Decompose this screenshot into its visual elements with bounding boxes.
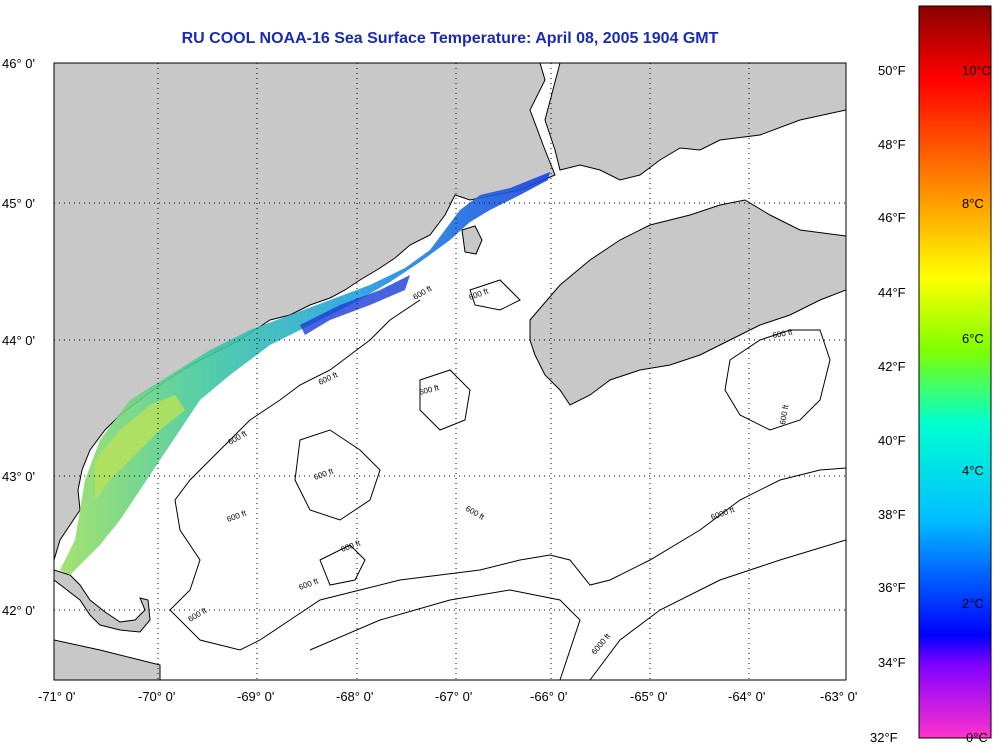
- colorbar-f-label: 44°F: [878, 285, 906, 300]
- lat-label: 43° 0': [2, 469, 35, 484]
- map-title: RU COOL NOAA-16 Sea Surface Temperature:…: [181, 30, 719, 47]
- colorbar-f-label: 38°F: [878, 507, 906, 522]
- sst-cold-patch: [300, 275, 410, 335]
- colorbar-f-label: 32°F: [870, 730, 898, 745]
- graticule: [54, 63, 846, 680]
- contour-label: 600 ft: [772, 327, 794, 339]
- island-grand-manan: [461, 225, 483, 255]
- land-cape-cod: [54, 569, 161, 680]
- sst-warm-patch: [95, 395, 185, 500]
- colorbar-c-label: 0°C: [966, 730, 988, 745]
- lon-label: -71° 0': [38, 689, 75, 704]
- lat-label: 42° 0': [2, 603, 35, 618]
- colorbar-c-label: 6°C: [962, 331, 984, 346]
- colorbar: [918, 5, 992, 739]
- lon-label: -69° 0': [237, 689, 274, 704]
- contour-600ft-basin2: [419, 369, 471, 431]
- land-nova-scotia: [529, 199, 846, 406]
- contour-label: 600 ft: [778, 403, 790, 425]
- colorbar-f-label: 40°F: [878, 433, 906, 448]
- colorbar-f-label: 34°F: [878, 655, 906, 670]
- lon-label: -68° 0': [336, 689, 373, 704]
- lat-label: 44° 0': [2, 333, 35, 348]
- contour-6000ft-shelf: [589, 539, 846, 680]
- lat-label: 46° 0': [2, 56, 35, 71]
- colorbar-f-label: 48°F: [878, 137, 906, 152]
- colorbar-c-label: 8°C: [962, 196, 984, 211]
- land-new-brunswick: [544, 63, 846, 181]
- lon-label: -66° 0': [530, 689, 567, 704]
- colorbar-f-label: 46°F: [878, 210, 906, 225]
- lon-label: -70° 0': [138, 689, 175, 704]
- contour-600ft-basin: [294, 429, 381, 521]
- contour-600ft-basin3: [319, 544, 366, 586]
- depth-contours: [169, 279, 846, 680]
- contour-600ft-bof: [469, 279, 521, 311]
- contour-600ft-gulf: [169, 299, 846, 651]
- lon-label: -65° 0': [630, 689, 667, 704]
- lon-label: -63° 0': [820, 689, 857, 704]
- lat-labels: 46° 0' 45° 0' 44° 0' 43° 0' 42° 0': [2, 56, 35, 618]
- colorbar-f-label: 50°F: [878, 63, 906, 78]
- contour-600ft-nova: [724, 329, 831, 431]
- lon-label: -67° 0': [435, 689, 472, 704]
- colorbar-f-label: 36°F: [878, 580, 906, 595]
- colorbar-c-label: 10°C: [962, 63, 992, 78]
- colorbar-f-label: 42°F: [878, 359, 906, 374]
- colorbar-c-label: 4°C: [962, 463, 984, 478]
- contour-6000ft: [309, 589, 581, 680]
- colorbar-c-label: 2°C: [962, 596, 984, 611]
- lat-label: 45° 0': [2, 196, 35, 211]
- lon-label: -64° 0': [728, 689, 765, 704]
- lon-labels: -71° 0' -70° 0' -69° 0' -68° 0' -67° 0' …: [38, 689, 857, 704]
